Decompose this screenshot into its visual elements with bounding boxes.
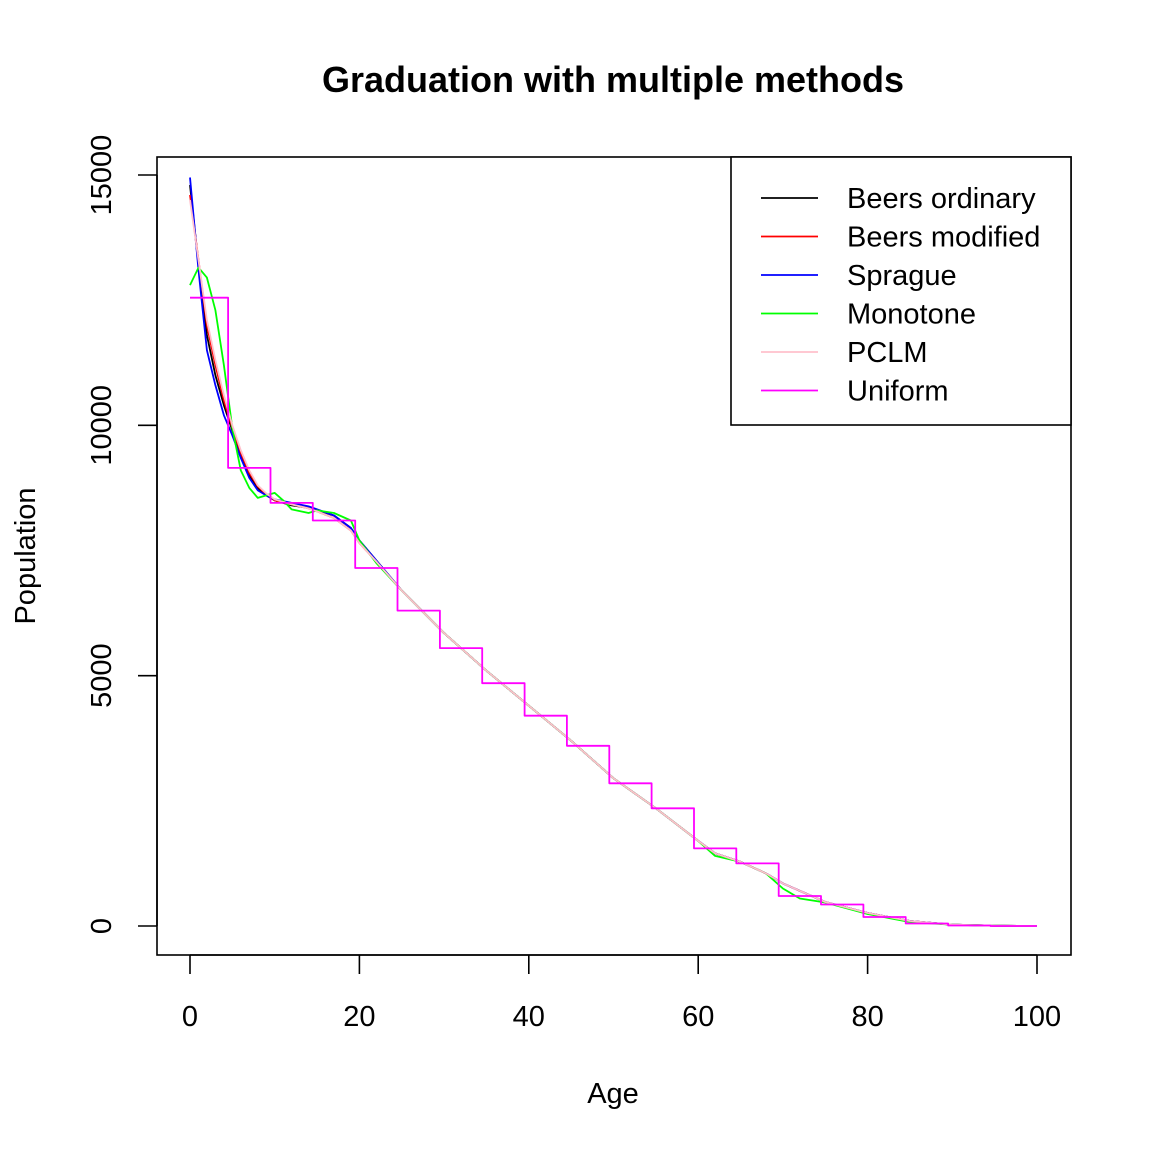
legend-label-beers-ordinary: Beers ordinary	[847, 183, 1036, 215]
y-axis-label: Population	[10, 487, 42, 624]
x-axis: 0 20 40 60 80 100	[182, 954, 1061, 1033]
series-line-uniform	[190, 296, 1037, 927]
y-tick-label: 0	[86, 918, 118, 934]
y-tick-label: 5000	[86, 643, 118, 708]
series-line-pclm	[189, 199, 1038, 927]
legend-label-monotone: Monotone	[847, 299, 976, 331]
x-tick-label: 80	[851, 1001, 883, 1033]
x-axis-label: Age	[587, 1078, 639, 1110]
legend-label-pclm: PCLM	[847, 337, 928, 369]
x-tick-label: 0	[182, 1001, 198, 1033]
y-tick-label: 15000	[86, 135, 118, 216]
legend: Beers ordinary Beers modified Sprague Monot…	[730, 156, 1072, 426]
y-axis: 0 5000 10000 15000	[86, 135, 158, 934]
legend-label-uniform: Uniform	[847, 376, 949, 408]
legend-label-beers-modified: Beers modified	[847, 222, 1040, 254]
x-tick-label: 60	[682, 1001, 714, 1033]
y-tick-label: 10000	[86, 385, 118, 466]
x-tick-label: 100	[1013, 1001, 1061, 1033]
legend-label-sprague: Sprague	[847, 260, 957, 292]
chart-title: Graduation with multiple methods	[322, 59, 904, 100]
legend-box	[730, 156, 1072, 426]
legend-items: Beers ordinary Beers modified Sprague Monot…	[761, 183, 1040, 408]
x-tick-label: 40	[513, 1001, 545, 1033]
x-tick-label: 20	[343, 1001, 375, 1033]
series-layer	[189, 177, 1038, 927]
